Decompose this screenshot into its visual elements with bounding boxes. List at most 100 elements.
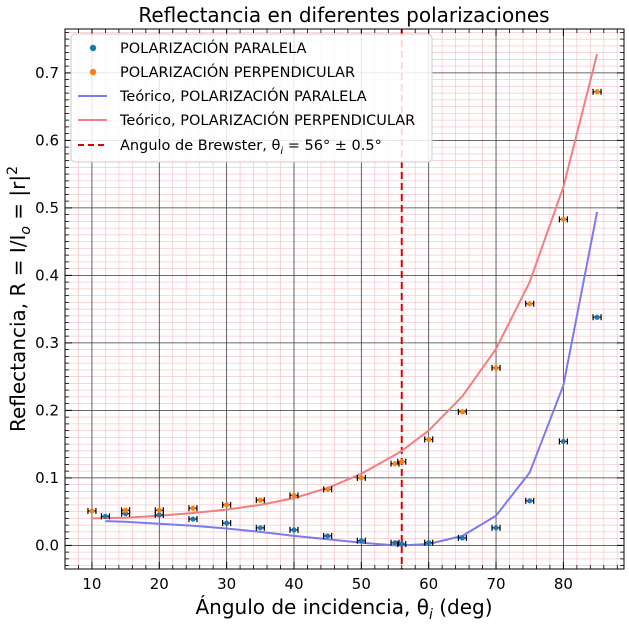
data-point-perpendicular xyxy=(87,507,97,514)
marker-perpendicular xyxy=(560,216,566,222)
marker-perpendicular xyxy=(358,475,364,481)
marker-parallel xyxy=(325,533,331,539)
x-tick-label: 70 xyxy=(486,575,505,593)
marker-parallel xyxy=(156,512,162,518)
x-axis-label-main: Ángulo de incidencia, θ xyxy=(195,595,428,619)
legend-label-brewster-subscript: i xyxy=(280,146,283,157)
marker-perpendicular xyxy=(156,507,162,513)
marker-perpendicular xyxy=(527,301,533,307)
y-tick-label: 0.3 xyxy=(35,334,59,352)
data-point-perpendicular xyxy=(323,486,333,493)
y-axis-label-main: Reflectancia, R = I/I xyxy=(6,235,30,432)
data-point-parallel xyxy=(558,438,568,445)
data-point-parallel xyxy=(323,532,333,539)
legend-marker-parallel xyxy=(89,44,97,52)
data-point-perpendicular xyxy=(255,497,265,504)
marker-perpendicular xyxy=(325,486,331,492)
y-tick-label: 0.2 xyxy=(35,401,59,419)
marker-parallel xyxy=(102,513,109,519)
data-point-parallel xyxy=(255,524,265,531)
marker-parallel xyxy=(493,525,499,531)
data-point-perpendicular xyxy=(222,501,232,508)
data-point-perpendicular xyxy=(457,408,467,415)
data-point-perpendicular xyxy=(289,492,299,499)
marker-parallel xyxy=(291,527,297,533)
y-tick-label: 0.1 xyxy=(35,469,59,487)
marker-parallel xyxy=(426,540,432,546)
marker-perpendicular xyxy=(190,505,196,511)
y-axis-label-superscript: 2 xyxy=(5,166,21,175)
data-point-parallel xyxy=(424,539,434,546)
marker-perpendicular xyxy=(399,459,405,465)
data-point-perpendicular xyxy=(356,474,366,481)
marker-perpendicular xyxy=(291,492,297,499)
data-point-perpendicular xyxy=(121,507,131,514)
data-point-perpendicular xyxy=(525,300,535,307)
data-point-perpendicular xyxy=(491,364,501,371)
marker-parallel xyxy=(594,314,600,320)
data-point-parallel xyxy=(491,524,501,531)
x-tick-label: 60 xyxy=(419,575,438,593)
marker-perpendicular xyxy=(123,507,129,513)
marker-perpendicular xyxy=(594,89,600,95)
legend-box xyxy=(70,33,433,163)
x-tick-label: 50 xyxy=(352,575,371,593)
x-tick-label: 80 xyxy=(554,575,573,593)
data-point-parallel xyxy=(222,520,232,527)
data-point-parallel xyxy=(356,537,366,544)
data-point-parallel xyxy=(592,314,602,321)
legend-label-perpendicular-theory: Teórico, POLARIZACIÓN PERPENDICULAR xyxy=(119,111,415,129)
data-point-perpendicular xyxy=(558,216,568,223)
marker-perpendicular xyxy=(257,497,263,503)
x-axis-label-unit: (deg) xyxy=(433,595,493,619)
x-axis-label: Ángulo de incidencia, θi (deg) xyxy=(195,595,492,623)
marker-parallel xyxy=(257,525,263,531)
marker-parallel xyxy=(399,541,405,547)
data-point-perpendicular xyxy=(188,505,198,512)
data-point-parallel xyxy=(289,526,299,533)
data-point-perpendicular xyxy=(397,458,407,465)
x-tick-label: 30 xyxy=(217,575,236,593)
legend-label-parallel: POLARIZACIÓN PARALELA xyxy=(120,39,306,57)
marker-perpendicular xyxy=(459,409,465,415)
legend-label-brewster: Angulo de Brewster, θi = 56° ± 0.5° xyxy=(120,138,382,157)
data-point-perpendicular xyxy=(424,436,434,443)
data-point-perpendicular xyxy=(592,88,602,95)
chart-title: Reflectancia en diferentes polarizacione… xyxy=(138,3,549,27)
marker-perpendicular xyxy=(493,365,499,371)
data-point-parallel xyxy=(100,513,111,520)
y-axis-label-tail: = |r| xyxy=(6,175,30,226)
plot-frame xyxy=(64,28,625,570)
y-axis-label: Reflectancia, R = I/Io = |r|2 xyxy=(5,166,34,432)
theory-line-perpendicular xyxy=(91,53,599,520)
y-tick-label: 0.6 xyxy=(35,131,59,149)
x-axis-label-subscript: i xyxy=(429,607,433,623)
y-axis-label-subscript: o xyxy=(18,226,34,235)
data-point-parallel xyxy=(525,497,535,504)
legend-label-parallel-theory: Teórico, POLARIZACIÓN PARALELA xyxy=(119,87,367,105)
y-tick-label: 0.0 xyxy=(35,536,59,554)
legend: POLARIZACIÓN PARALELA POLARIZACIÓN PERPE… xyxy=(70,33,433,163)
marker-perpendicular xyxy=(224,502,230,508)
data-point-parallel xyxy=(188,516,198,523)
data-point-parallel xyxy=(457,534,467,541)
marker-parallel xyxy=(527,498,533,504)
marker-perpendicular xyxy=(426,436,432,442)
x-tick-label: 10 xyxy=(82,575,101,593)
legend-label-brewster-tail: = 56° ± 0.5° xyxy=(283,138,382,154)
y-tick-label: 0.5 xyxy=(35,199,59,217)
legend-label-brewster-main: Angulo de Brewster, θ xyxy=(120,138,280,154)
marker-parallel xyxy=(459,535,465,541)
x-tick-label: 20 xyxy=(150,575,169,593)
marker-parallel xyxy=(560,438,566,445)
marker-parallel xyxy=(190,516,196,522)
y-tick-label: 0.7 xyxy=(35,64,59,82)
marker-parallel xyxy=(392,540,398,546)
data-point-perpendicular xyxy=(154,507,164,514)
legend-label-perpendicular: POLARIZACIÓN PERPENDICULAR xyxy=(120,63,355,81)
marker-perpendicular xyxy=(89,508,95,514)
legend-marker-perpendicular xyxy=(89,68,97,76)
marker-parallel xyxy=(358,538,364,544)
